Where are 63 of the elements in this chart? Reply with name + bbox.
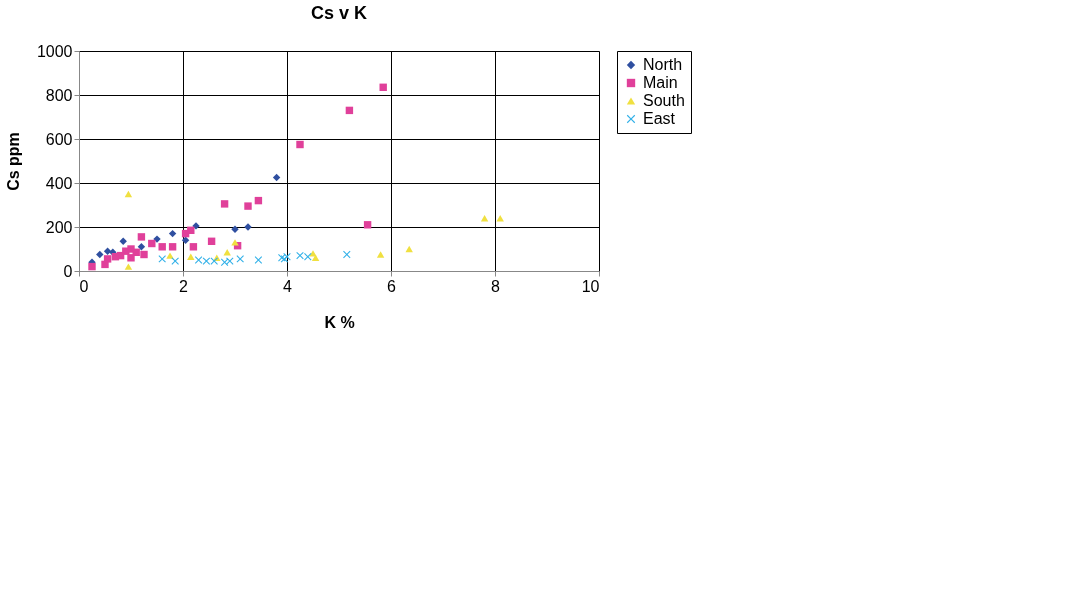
x-tick-label: 8 — [491, 277, 501, 295]
point — [140, 250, 148, 259]
x-tick-label: 6 — [387, 277, 397, 295]
legend-label: South — [643, 92, 685, 109]
point — [236, 255, 244, 263]
point — [168, 243, 177, 251]
x-tick-label: 4 — [283, 277, 293, 295]
point — [223, 249, 231, 256]
x-tick-label: 2 — [179, 277, 189, 295]
point — [103, 255, 112, 263]
point — [189, 243, 198, 251]
chart-title: Cs v K — [310, 3, 368, 23]
point — [168, 229, 177, 238]
point — [158, 255, 166, 263]
point — [311, 254, 320, 262]
point — [137, 243, 146, 251]
legend-label: Main — [643, 74, 678, 91]
point — [181, 236, 190, 244]
point — [220, 258, 229, 266]
point — [158, 243, 166, 251]
point — [124, 263, 133, 270]
point — [194, 256, 203, 264]
y-axis-title: Cs ppm — [4, 132, 22, 191]
point — [220, 200, 229, 208]
y-tick-label: 600 — [45, 130, 73, 148]
point — [296, 140, 304, 149]
point — [103, 247, 112, 255]
x-tick-label: 10 — [581, 277, 600, 295]
y-tick-label: 200 — [45, 218, 73, 236]
point — [202, 257, 211, 265]
point — [244, 202, 252, 210]
point — [296, 251, 304, 260]
point — [272, 173, 281, 182]
point — [96, 250, 104, 259]
point — [231, 239, 239, 246]
point — [127, 254, 135, 262]
point — [210, 257, 218, 265]
point — [148, 239, 156, 248]
point — [137, 233, 146, 241]
point — [132, 248, 140, 257]
point — [88, 262, 96, 271]
point — [166, 252, 174, 259]
point — [363, 221, 372, 229]
point — [379, 83, 387, 92]
point — [119, 237, 127, 246]
legend-label: East — [643, 110, 676, 127]
y-tick-label: 800 — [45, 86, 73, 104]
x-tick-label: 0 — [79, 277, 89, 295]
point — [171, 257, 179, 265]
point — [124, 190, 133, 198]
point — [304, 252, 312, 261]
point — [343, 250, 351, 259]
x-axis-title: K % — [324, 313, 355, 331]
legend-label: North — [643, 56, 683, 73]
point — [187, 226, 195, 235]
y-tick-label: 1000 — [36, 42, 73, 60]
y-tick-label: 400 — [45, 174, 73, 192]
point — [226, 257, 234, 265]
y-tick-label: 0 — [63, 262, 73, 280]
point — [254, 256, 263, 264]
point — [405, 245, 413, 253]
point — [376, 251, 385, 258]
point — [187, 253, 195, 260]
